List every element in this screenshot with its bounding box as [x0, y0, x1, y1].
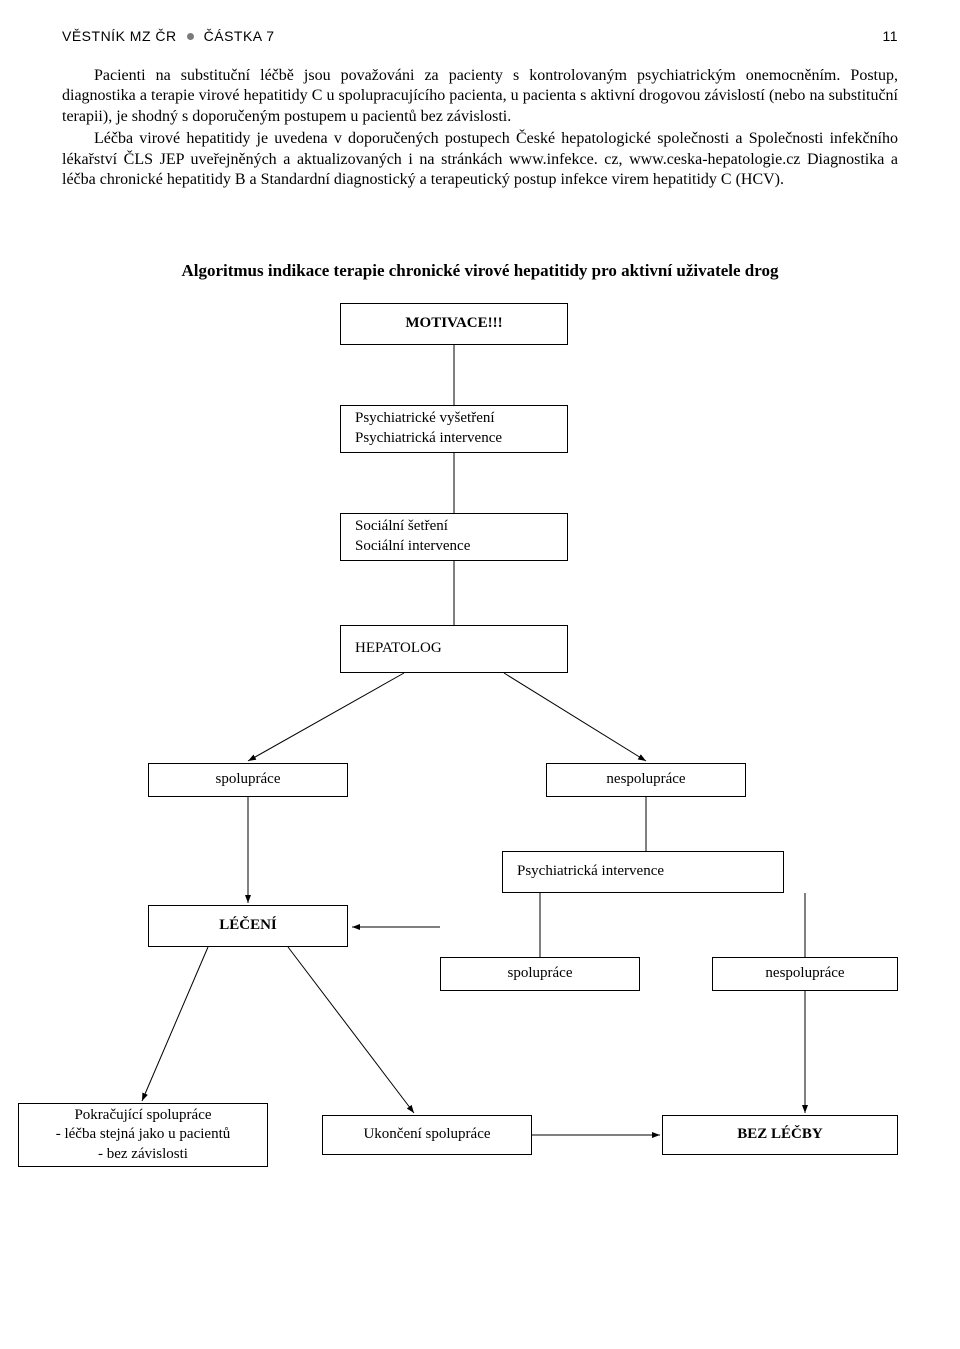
node-leceni: LÉČENÍ [148, 905, 348, 947]
header-left: VĚSTNÍK MZ ČR ČÁSTKA 7 [62, 28, 275, 44]
node-text-line3: - bez závislosti [98, 1145, 188, 1165]
bullet-icon [187, 33, 194, 40]
node-hepatolog: HEPATOLOG [340, 625, 568, 673]
node-text: BEZ LÉČBY [737, 1125, 822, 1145]
header-section: ČÁSTKA 7 [204, 28, 275, 44]
node-text: spolupráce [216, 770, 281, 790]
page-content: VĚSTNÍK MZ ČR ČÁSTKA 7 11 Pacienti na su… [0, 0, 960, 1213]
node-psychiatricke-vysetreni: Psychiatrické vyšetření Psychiatrická in… [340, 405, 568, 453]
header-page-number: 11 [882, 28, 898, 44]
node-spoluprace: spolupráce [148, 763, 348, 797]
algorithm-title: Algoritmus indikace terapie chronické vi… [62, 261, 898, 281]
node-nespoluprace: nespolupráce [546, 763, 746, 797]
node-text: Psychiatrická intervence [517, 862, 664, 882]
node-text-line1: Sociální šetření [355, 517, 448, 537]
node-text: spolupráce [508, 964, 573, 984]
flowchart: MOTIVACE!!! Psychiatrické vyšetření Psyc… [62, 303, 898, 1173]
header-journal: VĚSTNÍK MZ ČR [62, 28, 177, 44]
node-motivace: MOTIVACE!!! [340, 303, 568, 345]
node-psychiatricka-intervence: Psychiatrická intervence [502, 851, 784, 893]
node-ukonceni-spoluprace: Ukončení spolupráce [322, 1115, 532, 1155]
node-text: LÉČENÍ [219, 916, 277, 936]
node-pokracujici-spoluprace: Pokračující spolupráce - léčba stejná ja… [18, 1103, 268, 1167]
node-text-line1: Pokračující spolupráce [74, 1106, 211, 1126]
node-text: MOTIVACE!!! [405, 314, 502, 334]
node-text: Ukončení spolupráce [363, 1125, 490, 1145]
paragraph-2: Léčba virové hepatitidy je uvedena v dop… [62, 129, 898, 190]
node-spoluprace-2: spolupráce [440, 957, 640, 991]
node-nespoluprace-2: nespolupráce [712, 957, 898, 991]
page-header: VĚSTNÍK MZ ČR ČÁSTKA 7 11 [62, 28, 898, 44]
node-text: HEPATOLOG [355, 639, 442, 659]
node-text-line2: Sociální intervence [355, 537, 470, 557]
node-text: nespolupráce [765, 964, 844, 984]
paragraph-1: Pacienti na substituční léčbě jsou považ… [62, 66, 898, 127]
node-text: nespolupráce [606, 770, 685, 790]
node-text-line2: Psychiatrická intervence [355, 429, 502, 449]
body-text: Pacienti na substituční léčbě jsou považ… [62, 66, 898, 191]
node-bez-lecby: BEZ LÉČBY [662, 1115, 898, 1155]
node-text-line1: Psychiatrické vyšetření [355, 409, 495, 429]
node-text-line2: - léčba stejná jako u pacientů [56, 1125, 231, 1145]
node-socialni-setreni: Sociální šetření Sociální intervence [340, 513, 568, 561]
